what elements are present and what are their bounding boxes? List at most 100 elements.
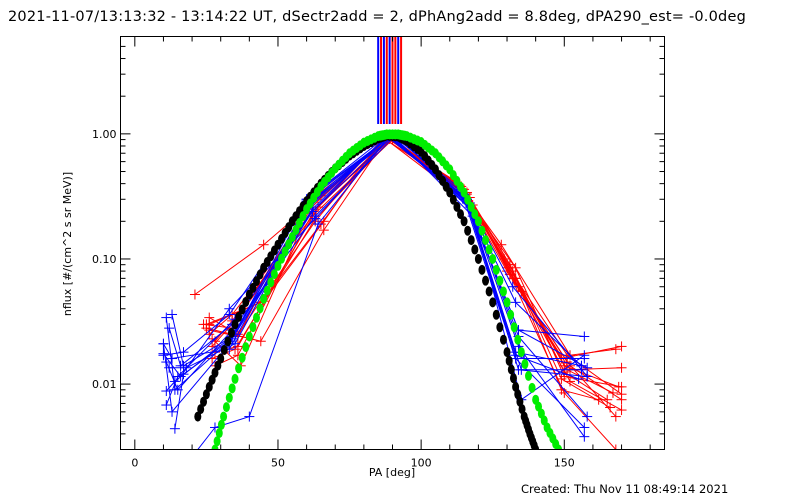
green-fit-dot-16 <box>260 293 268 304</box>
black-fit-dot-90 <box>496 322 504 333</box>
data-point-r14-5 <box>510 273 521 284</box>
data-point-b7-0 <box>167 309 178 320</box>
green-fit-dot-21 <box>278 253 286 264</box>
green-fit-dot-86 <box>496 275 504 286</box>
green-fit-dot-85 <box>492 264 500 275</box>
data-point-b9-7 <box>576 360 587 371</box>
green-fit-dot-14 <box>253 312 260 323</box>
green-fit-dot-78 <box>467 201 475 212</box>
black-fit-dot-76 <box>446 187 454 198</box>
green-fit-dot-15 <box>256 303 264 314</box>
green-fit-dot-24 <box>288 231 296 242</box>
y-tick-label-0: 0.01 <box>92 378 117 391</box>
series-line-r1 <box>194 137 616 356</box>
data-point-b1-7 <box>579 331 590 342</box>
data-point-r5-7 <box>616 362 627 373</box>
data-point-b13-7 <box>579 431 590 442</box>
green-fit-dot-104 <box>555 444 563 450</box>
black-fit-dot-78 <box>453 201 461 212</box>
green-fit-dot-94 <box>525 370 532 381</box>
y-tick-label-2: 1.00 <box>92 128 117 141</box>
data-point-r10-7 <box>610 411 621 422</box>
green-fit-dot-95 <box>528 382 536 393</box>
data-point-b12-1 <box>172 371 183 382</box>
green-fit-dot-80 <box>474 216 482 227</box>
chart-title: 2021-11-07/13:13:32 - 13:14:22 UT, dSect… <box>8 9 746 25</box>
green-fit-dot-91 <box>514 334 522 345</box>
black-fit-dot-2 <box>200 396 208 407</box>
data-point-b12-0 <box>161 400 172 411</box>
black-fit-dot-11 <box>227 327 235 338</box>
green-fit-dot-90 <box>510 322 518 333</box>
green-fit-dot-8 <box>231 373 239 384</box>
black-fit-dot-83 <box>471 244 479 255</box>
black-fit-dot-92 <box>503 347 511 358</box>
series-line-r5 <box>203 135 622 371</box>
green-fit-dot-79 <box>471 209 479 220</box>
green-fit-dot-87 <box>499 286 507 297</box>
data-point-b11-7 <box>582 371 593 382</box>
series-line-r2 <box>209 135 622 360</box>
data-point-r1-7 <box>610 344 621 355</box>
green-fit-dot-76 <box>460 187 468 198</box>
x-tick-label-2: 100 <box>411 457 432 470</box>
black-fit-dot-85 <box>478 264 486 275</box>
data-point-r14-7 <box>616 389 627 400</box>
x-tick-label-0: 0 <box>131 457 138 470</box>
data-point-r7-7 <box>616 405 627 416</box>
series-line-b10 <box>174 135 585 429</box>
data-point-r8-7 <box>593 394 604 405</box>
green-fit-dot-3 <box>217 419 225 430</box>
data-point-b11-6 <box>513 364 524 375</box>
data-point-b7-1 <box>178 360 189 371</box>
y-axis-label: nflux [#/(cm^2 s sr MeV)] <box>61 172 74 316</box>
black-fit-dot-9 <box>220 345 228 356</box>
green-fit-dot-11 <box>242 342 250 353</box>
data-point-b6-7 <box>582 411 593 422</box>
data-point-b5-6 <box>510 297 521 308</box>
green-fit-dot-7 <box>228 383 236 394</box>
black-fit-dot-8 <box>217 353 225 364</box>
black-fit-dot-94 <box>507 364 515 375</box>
black-fit-dot-91 <box>499 334 507 345</box>
green-fit-dot-5 <box>222 402 230 413</box>
green-fit-dot-17 <box>263 285 271 296</box>
data-point-r11-7 <box>605 402 616 413</box>
data-point-b4-6 <box>507 281 518 292</box>
green-fit-dot-1 <box>213 436 221 447</box>
data-point-r3-1 <box>255 336 266 347</box>
green-fit-dot-13 <box>249 322 257 333</box>
data-point-r3-7 <box>607 387 618 398</box>
data-point-b9-0 <box>161 386 172 397</box>
black-fit-dot-86 <box>482 275 490 286</box>
data-point-b2-0 <box>161 312 172 323</box>
green-fit-dot-92 <box>517 347 525 358</box>
black-fit-dot-89 <box>492 309 500 320</box>
data-point-r3-2 <box>318 225 329 236</box>
data-point-r9-5 <box>510 262 521 273</box>
green-fit-dot-77 <box>464 194 472 205</box>
black-fit-dot-88 <box>489 297 497 308</box>
black-fit-dot-13 <box>235 311 243 322</box>
data-point-b8-2 <box>224 303 235 314</box>
green-fit-dot-82 <box>482 235 490 246</box>
data-point-b10-0 <box>169 423 180 434</box>
series-line-b12 <box>165 135 579 406</box>
green-fit-dot-89 <box>507 309 515 320</box>
black-fit-dot-77 <box>449 194 457 205</box>
data-point-b13-0 <box>176 467 186 477</box>
x-tick-label-3: 150 <box>554 457 575 470</box>
green-fit-dot-10 <box>238 352 246 363</box>
data-point-r13-7 <box>610 444 621 450</box>
green-fit-dot-93 <box>521 359 529 370</box>
data-point-b6-0 <box>164 362 175 373</box>
green-fit-dot-88 <box>503 297 511 308</box>
data-point-b10-7 <box>579 350 590 361</box>
black-fit-dot-1 <box>197 404 205 415</box>
black-fit-dot-93 <box>505 355 513 366</box>
data-point-b8-0 <box>158 348 169 359</box>
data-point-b1-1 <box>167 406 178 417</box>
green-fit-dot-20 <box>274 260 282 271</box>
green-fit-dot-26 <box>295 218 303 229</box>
